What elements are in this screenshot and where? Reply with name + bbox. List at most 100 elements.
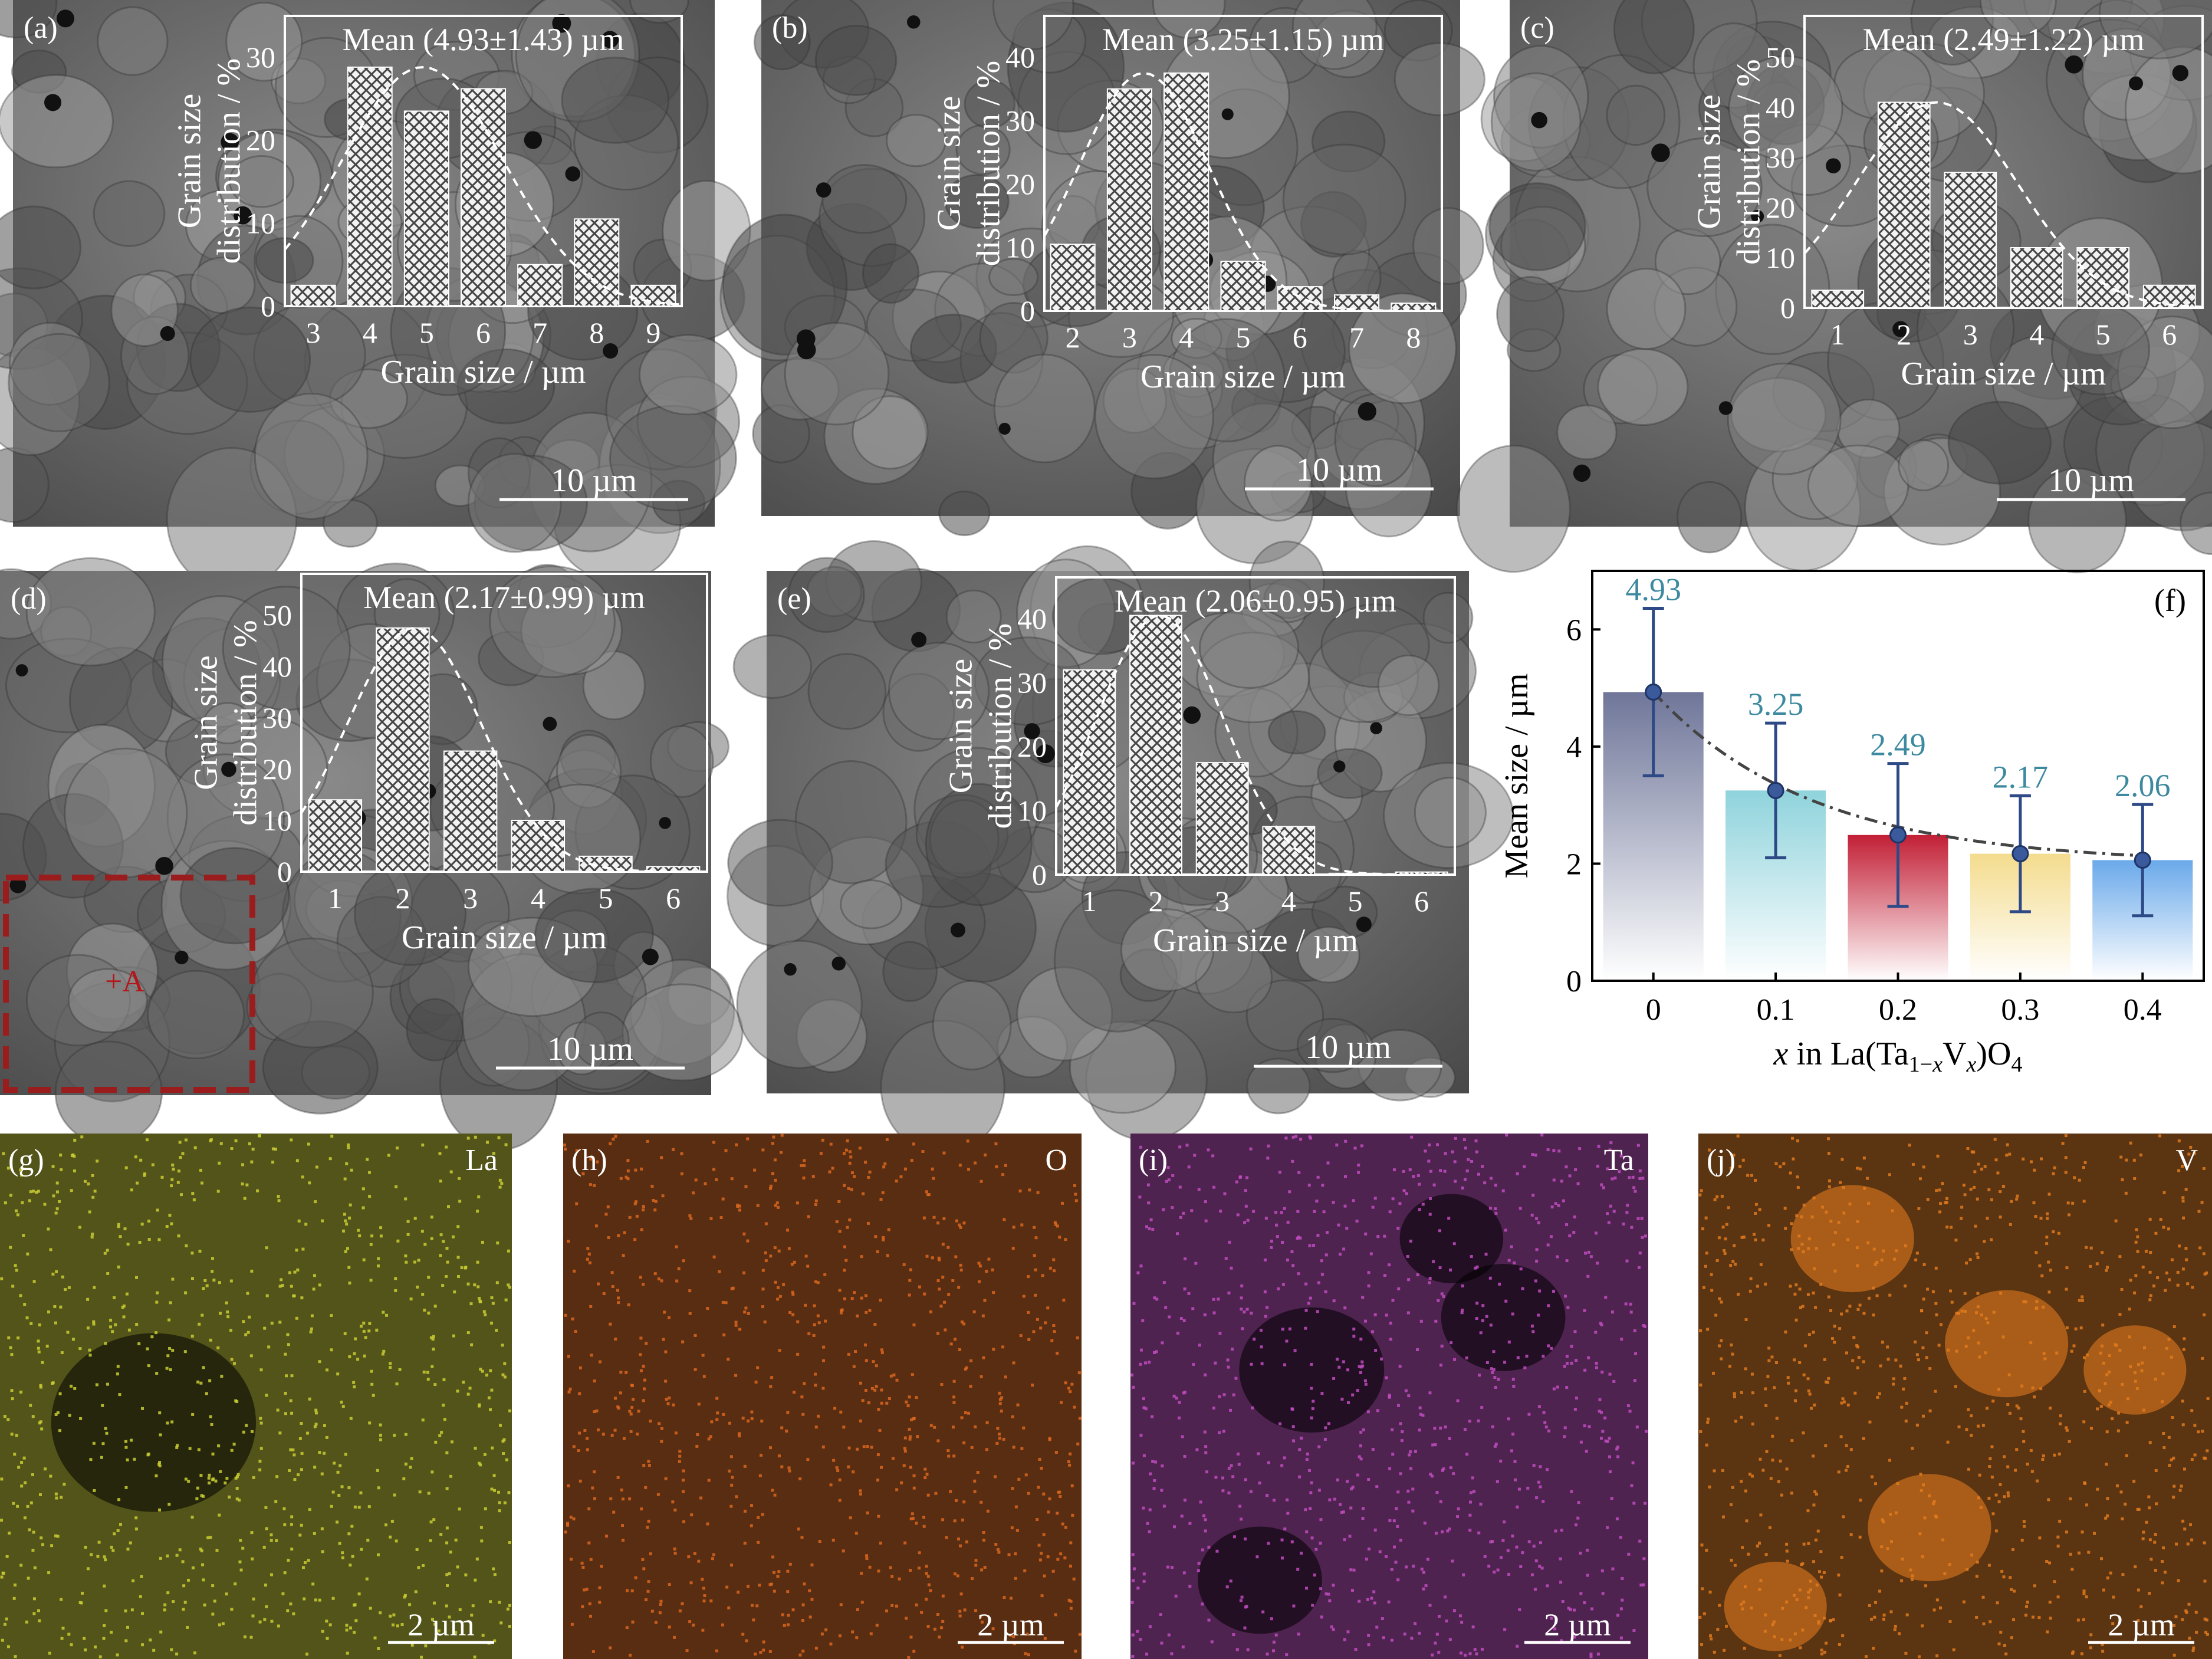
- eds-pixel: [503, 1362, 507, 1365]
- data-point: [2134, 851, 2151, 869]
- eds-pixel: [958, 1614, 962, 1618]
- eds-pixel: [508, 1540, 511, 1544]
- eds-pixel: [1608, 1470, 1612, 1474]
- sem-grain: [222, 586, 351, 711]
- eds-pixel: [903, 1436, 907, 1440]
- eds-pixel: [367, 1329, 371, 1333]
- eds-pixel: [1904, 1420, 1908, 1423]
- eds-pixel: [1212, 1185, 1216, 1189]
- scale-bar-label: 2 µm: [1544, 1607, 1611, 1642]
- eds-pixel: [929, 1589, 932, 1592]
- eds-pixel: [1040, 1467, 1043, 1470]
- eds-pixel: [29, 1501, 33, 1504]
- eds-pixel: [2011, 1548, 2014, 1551]
- eds-pixel: [1286, 1498, 1289, 1502]
- eds-pixel: [1832, 1618, 1835, 1621]
- y-tick-label: 40: [1017, 602, 1047, 635]
- eds-pixel: [357, 1592, 361, 1596]
- eds-pixel: [225, 1477, 229, 1480]
- eds-pixel: [1131, 1461, 1135, 1465]
- eds-pixel: [26, 1504, 29, 1508]
- eds-pixel: [132, 1579, 135, 1582]
- eds-pixel: [650, 1184, 654, 1188]
- eds-pixel: [337, 1493, 341, 1497]
- eds-pixel: [1862, 1312, 1866, 1315]
- eds-pixel: [1928, 1367, 1932, 1371]
- eds-pixel: [664, 1477, 668, 1480]
- eds-pixel: [1589, 1255, 1593, 1259]
- eds-pixel: [938, 1258, 941, 1262]
- eds-pixel: [574, 1330, 577, 1333]
- eds-pixel: [1427, 1159, 1431, 1163]
- eds-pixel: [1740, 1480, 1743, 1483]
- eds-pixel: [1935, 1598, 1939, 1602]
- eds-pixel: [1132, 1567, 1136, 1571]
- eds-pixel: [130, 1188, 133, 1192]
- eds-pixel: [1986, 1321, 1990, 1325]
- eds-pixel: [1729, 1264, 1733, 1267]
- eds-pixel: [769, 1187, 773, 1190]
- eds-background: [563, 1134, 1082, 1659]
- eds-pixel: [1827, 1137, 1830, 1141]
- eds-pixel: [1236, 1213, 1240, 1217]
- eds-pixel: [2191, 1649, 2195, 1653]
- eds-pixel: [304, 1223, 308, 1226]
- eds-pixel: [396, 1624, 399, 1628]
- eds-pixel: [1962, 1183, 1966, 1187]
- scale-bar-label: 10 µm: [551, 462, 637, 499]
- eds-pixel: [1409, 1239, 1412, 1243]
- eds-pixel: [408, 1603, 412, 1607]
- eds-pixel: [2072, 1344, 2076, 1348]
- eds-pixel: [236, 1473, 240, 1476]
- eds-pixel: [1503, 1361, 1507, 1364]
- eds-pixel: [1909, 1568, 1912, 1572]
- eds-pixel: [1698, 1615, 1702, 1619]
- eds-pixel: [761, 1269, 765, 1272]
- eds-pixel: [977, 1262, 981, 1265]
- sem-grain: [1947, 400, 2052, 485]
- eds-pixel: [915, 1396, 918, 1400]
- eds-pixel: [673, 1547, 676, 1550]
- eds-pixel: [498, 1601, 501, 1604]
- eds-pixel: [140, 1575, 143, 1578]
- x-tick-label: 8: [589, 316, 604, 349]
- eds-pixel: [1407, 1500, 1411, 1504]
- eds-pixel: [1785, 1549, 1789, 1553]
- eds-pixel: [1036, 1191, 1040, 1194]
- eds-pixel: [621, 1524, 625, 1527]
- eds-pixel: [675, 1245, 678, 1249]
- eds-pixel: [1183, 1454, 1186, 1458]
- eds-pixel: [1802, 1542, 1806, 1546]
- eds-pixel: [2197, 1210, 2201, 1213]
- eds-pixel: [7, 1336, 11, 1339]
- eds-pixel: [338, 1464, 342, 1467]
- eds-pixel: [1827, 1295, 1830, 1299]
- eds-pixel: [885, 1609, 889, 1613]
- eds-pixel: [747, 1312, 750, 1315]
- eds-pixel: [1009, 1634, 1013, 1637]
- eds-pixel: [1063, 1556, 1067, 1560]
- eds-pixel: [2026, 1601, 2029, 1604]
- eds-pixel: [1049, 1266, 1052, 1270]
- eds-region: [1790, 1185, 1914, 1293]
- eds-pixel: [73, 1169, 76, 1172]
- eds-pixel: [1574, 1168, 1577, 1171]
- eds-pixel: [493, 1639, 497, 1642]
- eds-pixel: [980, 1180, 983, 1183]
- histogram-bar: [1391, 303, 1437, 311]
- eds-pixel: [230, 1147, 234, 1151]
- eds-pixel: [1911, 1162, 1915, 1166]
- eds-pixel: [192, 1198, 196, 1201]
- eds-pixel: [389, 1362, 392, 1365]
- eds-pixel: [155, 1300, 159, 1304]
- eds-pixel: [2048, 1601, 2052, 1604]
- eds-pixel: [1390, 1638, 1393, 1642]
- eds-pixel: [226, 1315, 230, 1319]
- eds-pixel: [445, 1274, 448, 1278]
- eds-pixel: [33, 1566, 37, 1569]
- eds-pixel: [126, 1243, 130, 1246]
- eds-pixel: [1728, 1365, 1731, 1368]
- eds-pixel: [1629, 1164, 1632, 1167]
- eds-pixel: [1131, 1654, 1135, 1658]
- scale-bar-label: 10 µm: [1305, 1029, 1391, 1066]
